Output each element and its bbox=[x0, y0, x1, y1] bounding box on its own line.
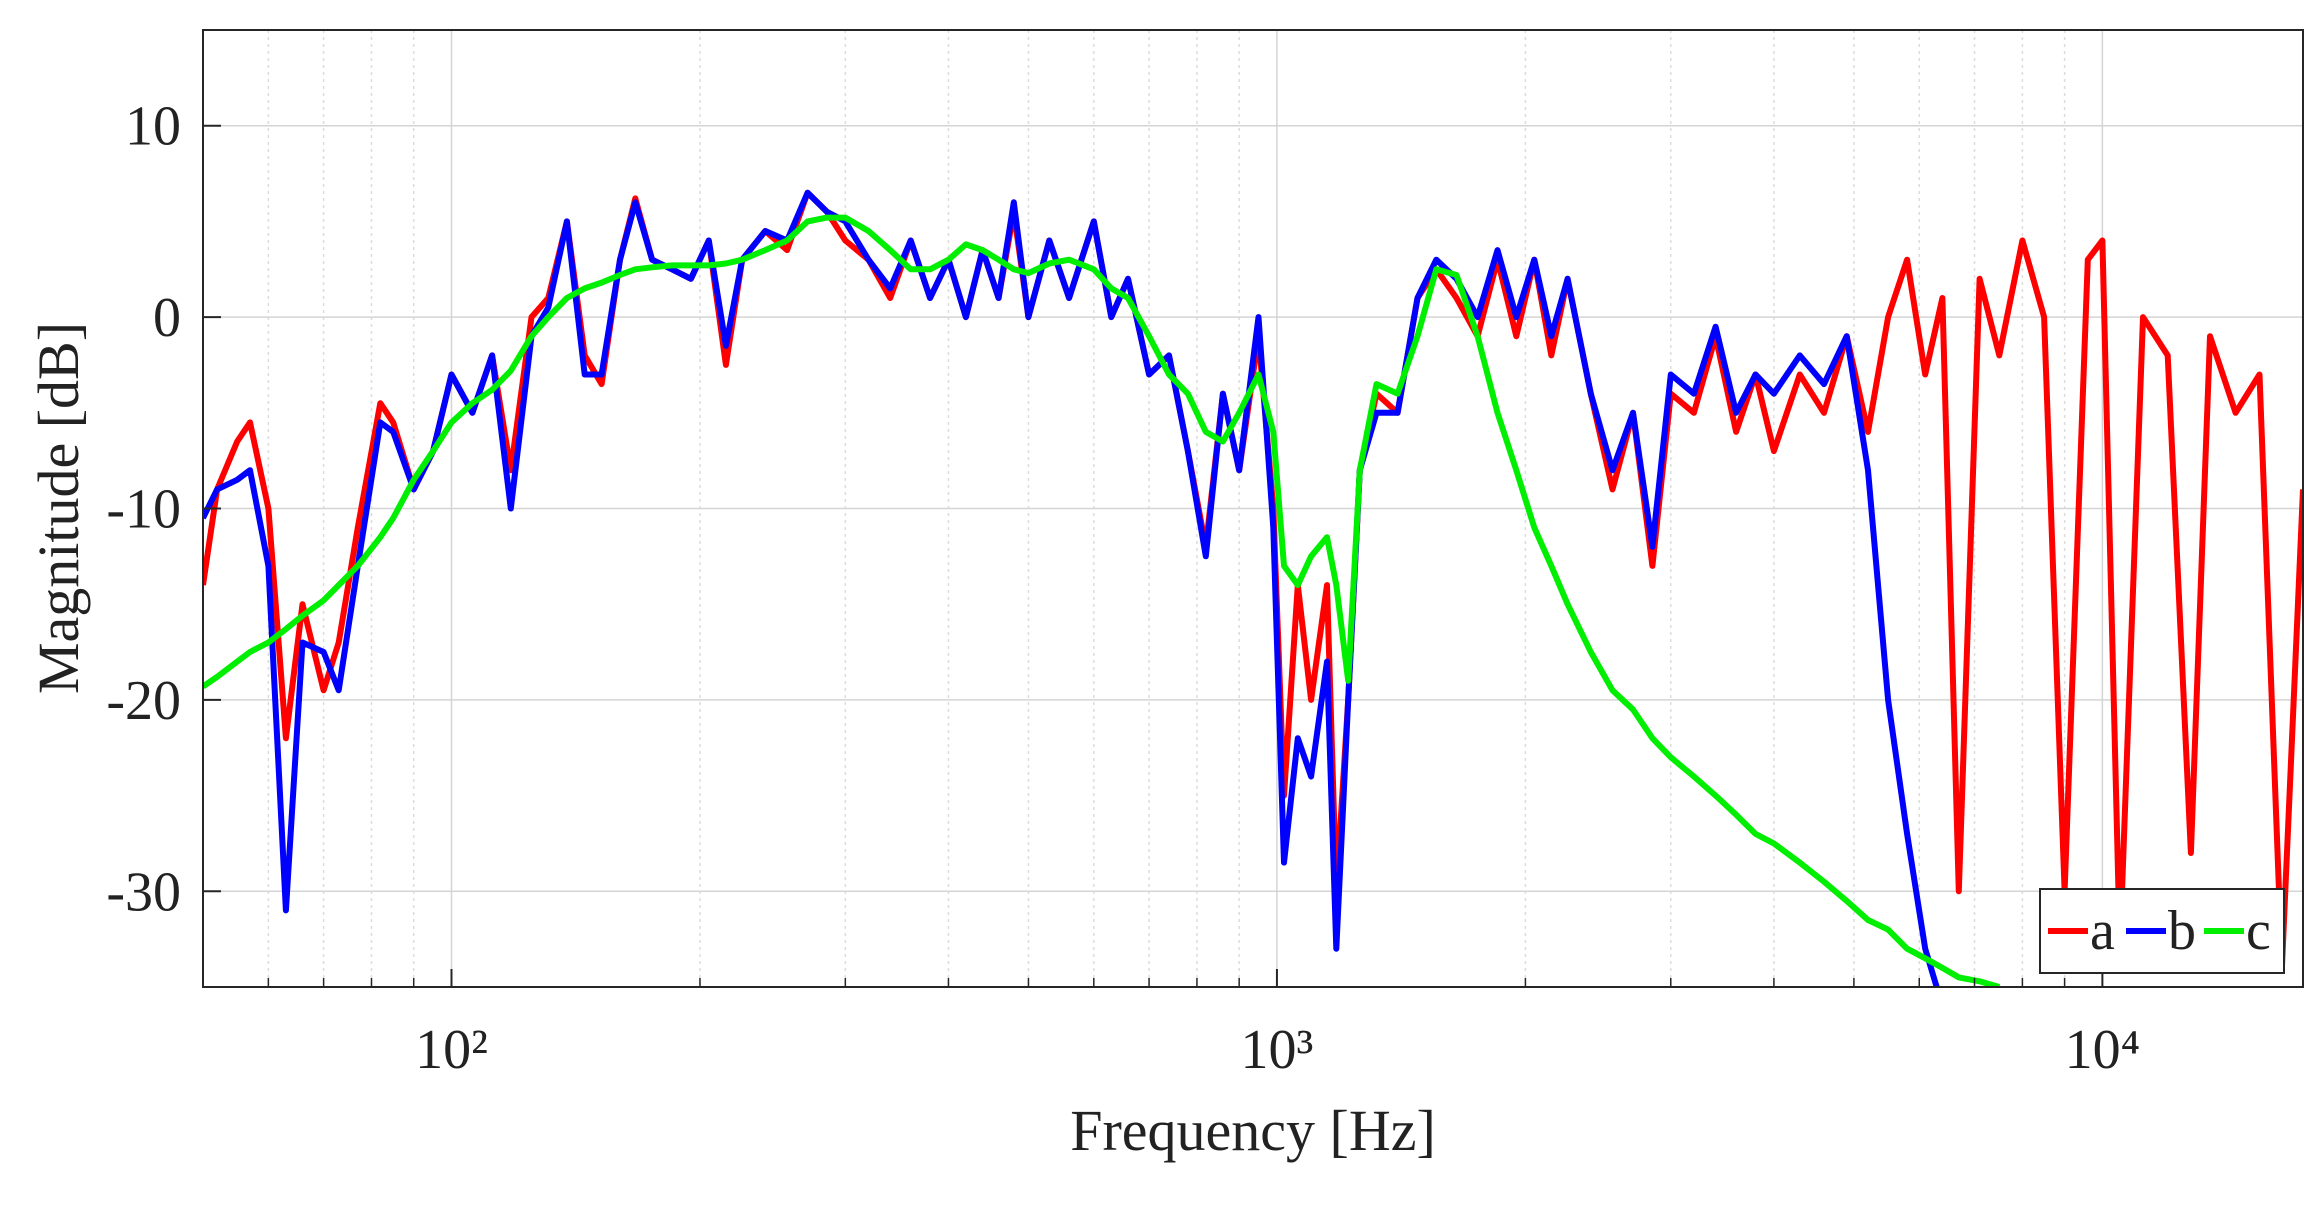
series-line bbox=[203, 189, 1940, 987]
y-tick-label: -10 bbox=[106, 479, 181, 541]
x-axis-label: Frequency [Hz] bbox=[1070, 1098, 1436, 1163]
y-tick-label: 10 bbox=[125, 96, 181, 158]
legend-label: a bbox=[2090, 900, 2115, 962]
x-tick-label: 10² bbox=[415, 1019, 488, 1081]
ticks: 10² 10³ 10⁴ -30 -20 -10 0 10 bbox=[106, 96, 2140, 1081]
legend-label: b bbox=[2168, 900, 2196, 962]
y-axis-label: Magnitude [dB] bbox=[26, 322, 91, 694]
y-tick-label: -20 bbox=[106, 670, 181, 732]
series-line bbox=[203, 214, 2001, 987]
legend-label: c bbox=[2246, 900, 2271, 962]
x-tick-label: 10³ bbox=[1241, 1019, 1314, 1081]
lines bbox=[203, 189, 2303, 987]
y-tick-label: -30 bbox=[106, 861, 181, 923]
x-tick-label: 10⁴ bbox=[2065, 1019, 2141, 1081]
y-tick-label: 0 bbox=[153, 287, 181, 349]
